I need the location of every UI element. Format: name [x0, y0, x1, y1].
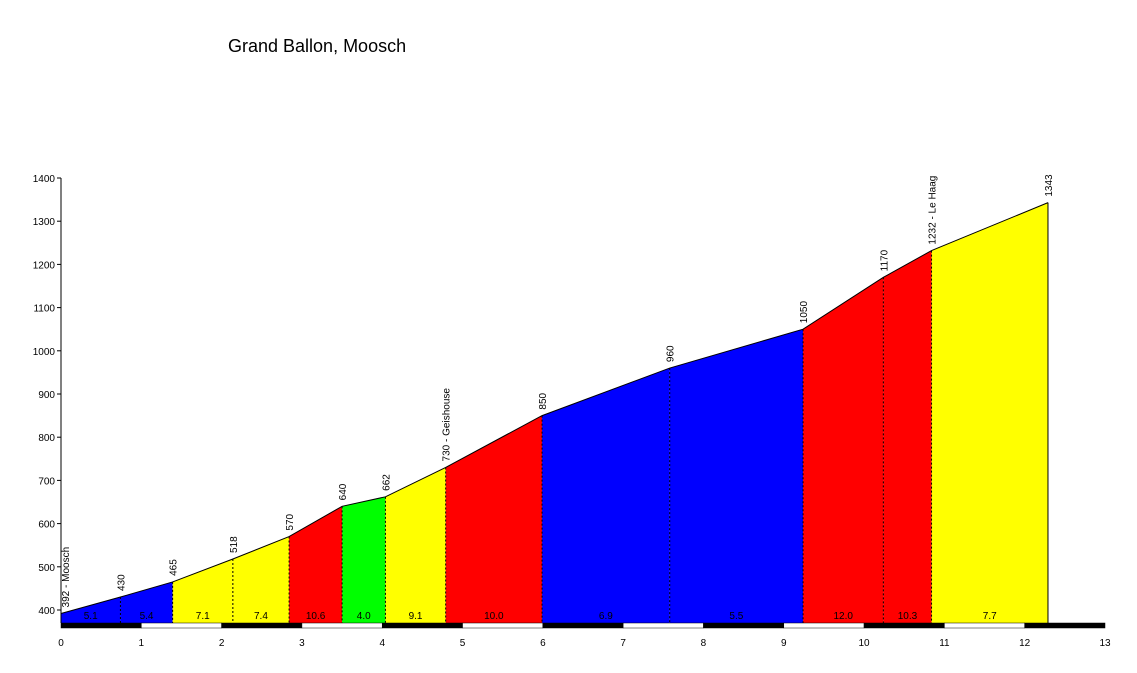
altitude-point-label: 640	[338, 483, 349, 500]
x-axis-bar-segment	[1024, 622, 1106, 629]
x-axis-bar-segment	[944, 622, 1025, 629]
x-axis-bar-segment	[542, 622, 624, 629]
y-tick-label: 1000	[33, 347, 56, 358]
segment-fill	[542, 368, 670, 623]
segment-fill	[883, 250, 932, 624]
segment-fill	[803, 277, 884, 623]
y-tick-label: 400	[38, 606, 55, 617]
segment-gradient-label: 7.7	[983, 611, 997, 622]
y-tick-label: 700	[38, 476, 55, 487]
x-tick-label: 4	[379, 638, 385, 649]
x-tick-label: 6	[540, 638, 546, 649]
x-tick-label: 10	[859, 638, 871, 649]
x-tick-label: 9	[781, 638, 787, 649]
altitude-point-label: 430	[116, 574, 127, 591]
x-axis-bar-segment	[462, 622, 544, 629]
x-axis-bar-segment	[141, 622, 222, 629]
y-tick-label: 600	[38, 520, 55, 531]
segment-fill	[669, 329, 804, 623]
altitude-point-label: 1343	[1044, 174, 1055, 197]
y-tick-label: 900	[38, 390, 55, 401]
x-tick-label: 13	[1099, 638, 1111, 649]
segment-gradient-label: 10.3	[898, 611, 918, 622]
x-axis-bar-segment	[301, 622, 383, 629]
x-tick-label: 11	[939, 638, 950, 649]
segment-gradient-label: 9.1	[409, 611, 423, 622]
x-axis-bar-segment	[381, 622, 463, 629]
chart-title: Grand Ballon, Moosch	[228, 36, 407, 56]
x-tick-label: 5	[460, 638, 466, 649]
x-tick-label: 2	[219, 638, 225, 649]
segment-fill	[61, 597, 121, 623]
y-tick-label: 1100	[33, 304, 55, 315]
segment-gradient-label: 6.9	[599, 611, 613, 622]
x-axis-bar-segment	[703, 622, 785, 629]
y-tick-label: 1400	[33, 174, 56, 185]
x-tick-label: 0	[58, 638, 64, 649]
altitude-point-label: 392 - Moosch	[61, 547, 72, 608]
y-tick-label: 1300	[33, 217, 56, 228]
altitude-point-label: 850	[538, 392, 549, 409]
altitude-point-label: 1170	[879, 249, 890, 271]
segment-fill	[385, 467, 446, 623]
x-tick-label: 7	[620, 638, 626, 649]
segment-gradient-label: 5.1	[84, 611, 98, 622]
x-tick-label: 12	[1019, 638, 1031, 649]
altitude-point-label: 465	[169, 559, 180, 576]
segment-gradient-label: 12.0	[833, 611, 853, 622]
segment-gradient-label: 4.0	[357, 611, 371, 622]
segment-fill	[931, 202, 1048, 623]
segment-gradient-label: 10.6	[306, 611, 326, 622]
segment-gradient-label: 5.4	[140, 611, 154, 622]
segment-gradient-label: 10.0	[484, 611, 504, 622]
x-axis-bar-segment	[783, 622, 865, 629]
segment-fill	[445, 415, 543, 623]
segment-fill	[232, 536, 290, 623]
altitude-point-label: 570	[285, 513, 296, 530]
x-axis-bar-segment	[221, 622, 303, 629]
segment-fill	[120, 581, 173, 623]
segment-fill	[172, 559, 233, 623]
x-tick-label: 1	[139, 638, 145, 649]
x-tick-label: 8	[701, 638, 707, 649]
altitude-point-label: 518	[229, 536, 240, 553]
altitude-point-label: 1050	[799, 301, 810, 324]
y-tick-label: 800	[38, 433, 55, 444]
altitude-point-label: 1232 - Le Haag	[928, 176, 939, 245]
segment-fill	[289, 506, 343, 623]
x-axis-bar-segment	[863, 622, 945, 629]
altitude-point-label: 960	[666, 345, 677, 362]
segment-gradient-label: 5.5	[729, 611, 743, 622]
x-tick-label: 3	[299, 638, 305, 649]
x-axis-bar-segment	[60, 622, 142, 629]
segment-gradient-label: 7.1	[196, 611, 210, 622]
x-axis-bar-segment	[622, 622, 704, 629]
altitude-point-label: 730 - Geishouse	[442, 388, 453, 462]
y-tick-label: 500	[38, 563, 55, 574]
altitude-point-label: 662	[381, 474, 392, 491]
y-tick-label: 1200	[33, 260, 56, 271]
segment-gradient-label: 7.4	[254, 611, 268, 622]
segment-fill	[342, 496, 386, 623]
profile-line	[60, 202, 1049, 614]
